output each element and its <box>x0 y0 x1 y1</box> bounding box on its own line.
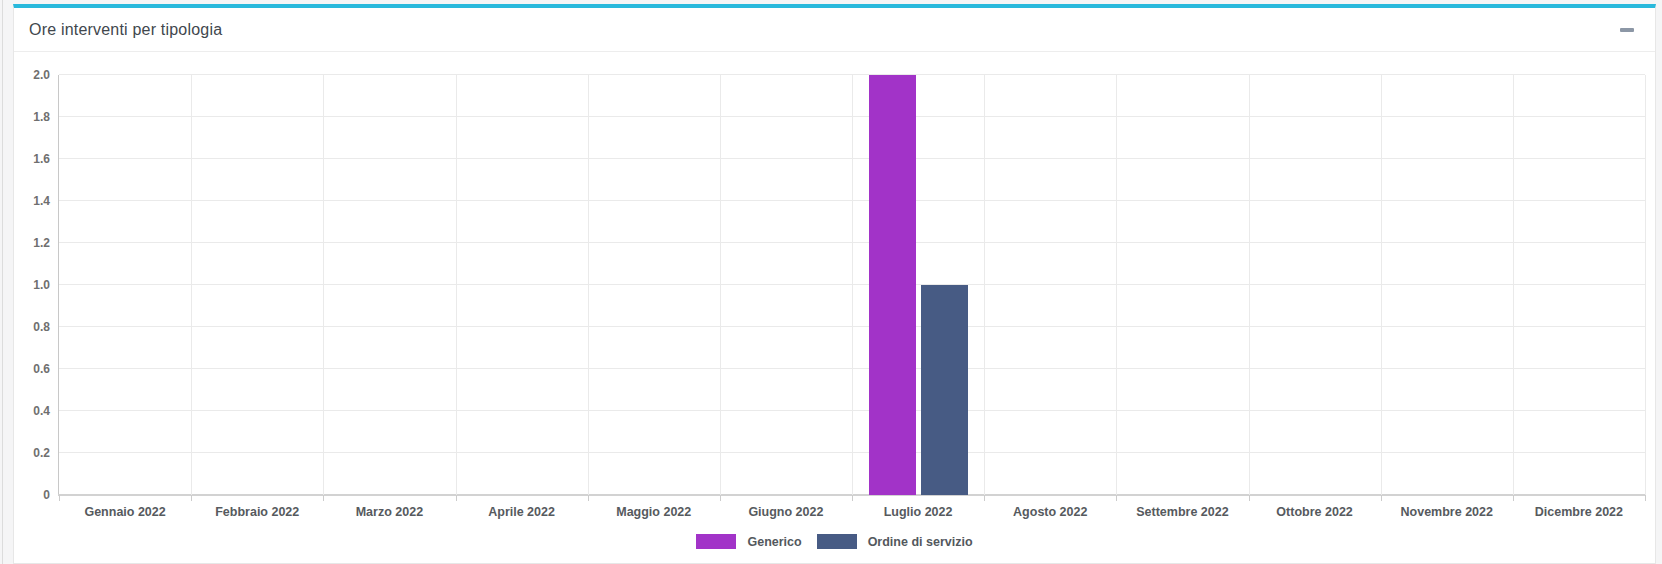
gridline-vertical <box>852 75 853 495</box>
x-axis-tick <box>1249 495 1250 501</box>
x-axis-tick <box>588 495 589 501</box>
y-axis-tick-label: 2.0 <box>33 68 50 82</box>
gridline-vertical <box>1116 75 1117 495</box>
x-axis-tick <box>1645 495 1646 501</box>
chart-panel: Ore interventi per tipologia 0 0.2 0.4 0.6 0… <box>13 4 1656 564</box>
plot-area: 00.20.40.60.81.01.21.41.61.82.0Gennaio 2… <box>58 75 1645 495</box>
x-axis-label: Maggio 2022 <box>616 505 691 519</box>
x-axis-tick <box>59 495 60 501</box>
chart-region: 0 0.2 0.4 0.6 0.8 1.0 1.2 1.4 1.6 1.8 2.0 Gennaio 2… <box>14 57 1655 563</box>
x-axis-label: Ottobre 2022 <box>1276 505 1352 519</box>
gridline-vertical <box>1645 75 1646 495</box>
gridline-vertical <box>191 75 192 495</box>
legend-item[interactable]: Generico <box>696 534 801 549</box>
x-axis-tick <box>456 495 457 501</box>
legend-item[interactable]: Ordine di servizio <box>817 534 973 549</box>
x-axis-label: Aprile 2022 <box>488 505 555 519</box>
page-left-edge <box>2 0 3 564</box>
y-axis-tick-label: 1.2 <box>33 236 50 250</box>
legend-swatch <box>817 534 857 549</box>
y-axis-tick-label: 0 <box>43 488 50 502</box>
y-axis-tick-label: 1.8 <box>33 110 50 124</box>
gridline-vertical <box>323 75 324 495</box>
x-axis-label: Luglio 2022 <box>884 505 953 519</box>
y-axis-tick-label: 0.2 <box>33 446 50 460</box>
x-axis-tick <box>852 495 853 501</box>
legend-swatch <box>696 534 736 549</box>
panel-title: Ore interventi per tipologia <box>29 21 222 39</box>
y-axis-tick-label: 0.8 <box>33 320 50 334</box>
x-axis-tick <box>720 495 721 501</box>
chart-bar[interactable] <box>921 285 968 495</box>
legend-label: Ordine di servizio <box>868 535 973 549</box>
legend-label: Generico <box>747 535 801 549</box>
x-axis-tick <box>984 495 985 501</box>
y-axis-tick-label: 1.0 <box>33 278 50 292</box>
x-axis-tick <box>323 495 324 501</box>
x-axis-label: Gennaio 2022 <box>84 505 165 519</box>
panel-header: Ore interventi per tipologia <box>14 8 1655 52</box>
chart-bar[interactable] <box>869 75 916 495</box>
gridline-vertical <box>588 75 589 495</box>
gridline-vertical <box>984 75 985 495</box>
x-axis-label: Agosto 2022 <box>1013 505 1087 519</box>
y-axis-tick-label: 0.6 <box>33 362 50 376</box>
gridline-vertical <box>1249 75 1250 495</box>
gridline-vertical <box>720 75 721 495</box>
x-axis-label: Novembre 2022 <box>1401 505 1493 519</box>
y-axis-tick-label: 0.4 <box>33 404 50 418</box>
x-axis-tick <box>1513 495 1514 501</box>
y-axis-tick-label: 1.4 <box>33 194 50 208</box>
y-axis-tick-label: 1.6 <box>33 152 50 166</box>
x-axis-tick <box>1381 495 1382 501</box>
gridline-vertical <box>1513 75 1514 495</box>
x-axis-label: Dicembre 2022 <box>1535 505 1623 519</box>
collapse-button[interactable] <box>1616 24 1638 36</box>
chart-legend: Generico Ordine di servizio <box>14 534 1655 549</box>
minus-icon <box>1620 28 1634 32</box>
x-axis-label: Febbraio 2022 <box>215 505 299 519</box>
gridline-vertical <box>1381 75 1382 495</box>
x-axis-label: Giugno 2022 <box>748 505 823 519</box>
gridline-vertical <box>456 75 457 495</box>
x-axis-tick <box>191 495 192 501</box>
x-axis-tick <box>1116 495 1117 501</box>
x-axis-label: Marzo 2022 <box>356 505 423 519</box>
x-axis-label: Settembre 2022 <box>1136 505 1228 519</box>
